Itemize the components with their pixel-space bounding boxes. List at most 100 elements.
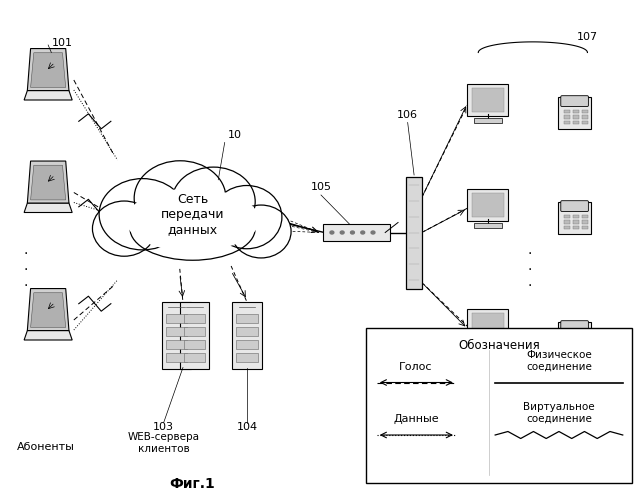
Bar	[573, 334, 579, 338]
FancyBboxPatch shape	[559, 322, 591, 354]
FancyBboxPatch shape	[180, 302, 209, 368]
FancyBboxPatch shape	[467, 188, 508, 221]
Polygon shape	[28, 161, 69, 203]
Ellipse shape	[99, 178, 186, 250]
FancyBboxPatch shape	[467, 308, 508, 341]
Ellipse shape	[172, 167, 255, 236]
FancyBboxPatch shape	[162, 302, 191, 368]
Bar	[166, 327, 187, 336]
FancyBboxPatch shape	[472, 88, 504, 112]
Bar	[573, 110, 579, 113]
Bar	[582, 120, 589, 124]
Ellipse shape	[117, 197, 268, 254]
Text: ·
·
·: · · ·	[24, 247, 28, 293]
Bar	[582, 226, 589, 230]
Bar	[573, 346, 579, 350]
Text: Абоненты: Абоненты	[17, 442, 75, 452]
FancyBboxPatch shape	[559, 202, 591, 234]
FancyBboxPatch shape	[467, 84, 508, 116]
Bar	[166, 353, 187, 362]
Bar	[236, 327, 258, 336]
FancyBboxPatch shape	[406, 176, 422, 288]
Text: 105: 105	[311, 182, 331, 192]
Text: Операторы: Операторы	[542, 372, 607, 382]
Text: 10: 10	[228, 130, 242, 140]
Bar	[184, 314, 205, 324]
Bar	[564, 226, 570, 230]
Bar	[564, 115, 570, 118]
Polygon shape	[31, 52, 65, 88]
Bar	[582, 214, 589, 218]
Polygon shape	[24, 203, 72, 212]
Bar	[236, 314, 258, 324]
Text: 103: 103	[153, 422, 174, 432]
FancyBboxPatch shape	[561, 200, 588, 211]
Bar	[582, 115, 589, 118]
Polygon shape	[28, 48, 69, 90]
Circle shape	[371, 231, 375, 234]
Bar	[582, 346, 589, 350]
Bar	[564, 110, 570, 113]
Bar	[582, 220, 589, 224]
Bar	[236, 340, 258, 349]
Bar	[236, 353, 258, 362]
Bar	[582, 334, 589, 338]
Text: Фиг.1: Фиг.1	[169, 477, 216, 491]
FancyBboxPatch shape	[474, 343, 501, 348]
Bar	[166, 314, 187, 324]
Bar	[573, 120, 579, 124]
Text: Голос: Голос	[399, 362, 433, 372]
Bar	[184, 327, 205, 336]
Bar	[166, 340, 187, 349]
Circle shape	[361, 231, 365, 234]
FancyBboxPatch shape	[559, 97, 591, 129]
Bar	[573, 226, 579, 230]
Bar	[184, 353, 205, 362]
Bar	[564, 120, 570, 124]
Text: 107: 107	[577, 32, 598, 42]
Ellipse shape	[92, 201, 156, 256]
Text: Обозначения: Обозначения	[458, 339, 540, 352]
Text: ·
·
·: · · ·	[528, 247, 532, 293]
Circle shape	[330, 231, 334, 234]
Text: 101: 101	[51, 38, 73, 48]
Bar	[564, 346, 570, 350]
Bar	[573, 220, 579, 224]
Circle shape	[340, 231, 344, 234]
Bar	[582, 340, 589, 344]
Text: 106: 106	[397, 110, 418, 120]
Polygon shape	[24, 330, 72, 340]
Text: Физическое
соединение: Физическое соединение	[526, 350, 592, 372]
Text: Сеть
передачи
данных: Сеть передачи данных	[161, 194, 224, 236]
FancyBboxPatch shape	[472, 193, 504, 217]
FancyBboxPatch shape	[474, 223, 501, 228]
Polygon shape	[28, 288, 69, 331]
Text: 104: 104	[237, 422, 257, 432]
Text: Виртуальное
соединение: Виртуальное соединение	[523, 402, 594, 424]
FancyBboxPatch shape	[561, 320, 588, 332]
Polygon shape	[24, 90, 72, 100]
Bar	[582, 110, 589, 113]
Circle shape	[351, 231, 354, 234]
FancyBboxPatch shape	[366, 328, 632, 482]
Ellipse shape	[231, 205, 291, 258]
Bar	[184, 340, 205, 349]
Text: Данные: Данные	[393, 414, 439, 424]
Text: WEB-сервера
клиентов: WEB-сервера клиентов	[128, 432, 200, 454]
Bar	[564, 340, 570, 344]
Polygon shape	[31, 165, 65, 200]
Ellipse shape	[134, 161, 226, 236]
Bar	[564, 334, 570, 338]
Bar	[564, 214, 570, 218]
FancyBboxPatch shape	[474, 118, 501, 123]
FancyBboxPatch shape	[472, 313, 504, 337]
Bar	[564, 220, 570, 224]
Bar	[573, 115, 579, 118]
FancyBboxPatch shape	[232, 302, 262, 368]
Bar	[573, 214, 579, 218]
FancyBboxPatch shape	[323, 224, 390, 241]
Ellipse shape	[126, 188, 259, 252]
Ellipse shape	[212, 186, 282, 248]
Bar	[573, 340, 579, 344]
FancyBboxPatch shape	[561, 96, 588, 106]
